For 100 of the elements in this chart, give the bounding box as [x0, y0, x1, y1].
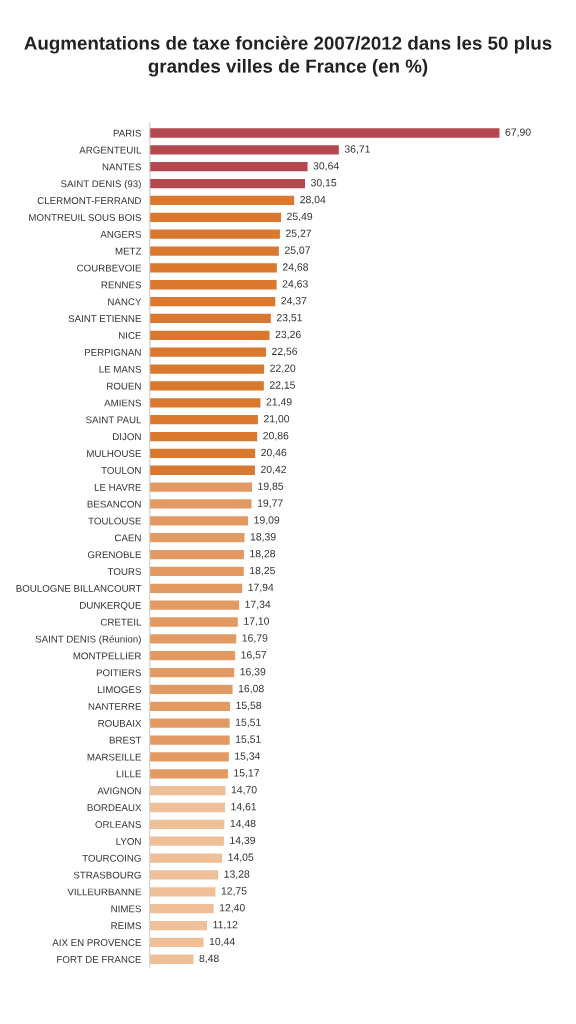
y-tick-label: NANCY [108, 298, 142, 306]
y-tick-label: MULHOUSE [87, 450, 142, 457]
data-label: 18,25 [250, 566, 275, 576]
data-label: 24,68 [282, 263, 309, 272]
y-tick-label: TOURS [107, 568, 141, 576]
data-label: 14,05 [228, 853, 254, 863]
bar [149, 330, 270, 340]
data-label: 25,49 [287, 212, 313, 222]
bar [149, 634, 237, 644]
bar [149, 617, 238, 627]
data-label: 15,34 [235, 752, 261, 761]
bar [149, 448, 256, 459]
data-label: 10,44 [209, 937, 235, 947]
bar [149, 718, 230, 728]
bar [149, 600, 240, 610]
data-label: 14,70 [231, 786, 257, 795]
data-label: 18,39 [250, 533, 276, 542]
y-tick-label: CRETEIL [100, 618, 142, 626]
y-tick-label: LE MANS [99, 365, 141, 373]
y-tick-label: SAINT ETIENNE [68, 315, 142, 323]
bar [149, 904, 214, 914]
y-tick-label: AIX EN PROVENCE [52, 939, 142, 947]
data-label: 19,77 [257, 499, 283, 508]
data-label: 17,34 [245, 600, 271, 610]
data-label: 19,09 [254, 516, 280, 525]
y-tick-label: NANTERRE [88, 703, 142, 710]
y-tick-label: RENNES [101, 281, 141, 289]
y-tick-label: DIJON [113, 433, 141, 441]
bar [149, 870, 219, 880]
bar [149, 263, 277, 273]
y-tick-label: SAINT DENIS (Réunion) [35, 635, 141, 645]
y-tick-label: LE HAVRE [94, 483, 142, 491]
data-label: 21,49 [266, 398, 292, 407]
bar [149, 347, 266, 357]
y-tick-label: ORLEANS [95, 821, 141, 828]
y-tick-label: BREST [109, 736, 142, 744]
y-tick-label: ANGERS [100, 230, 141, 238]
data-label: 15,51 [235, 718, 261, 728]
data-label: 36,71 [344, 145, 370, 154]
data-label: 8,48 [199, 954, 219, 964]
bar [149, 516, 249, 526]
bar [149, 566, 244, 577]
y-tick-label: MONTREUIL SOUS BOIS [29, 214, 141, 221]
y-tick-label: COURBEVOIE [77, 264, 142, 272]
bar [149, 280, 277, 290]
y-tick-label: FORT DE FRANCE [57, 955, 142, 963]
y-tick-label: POITIERS [96, 669, 141, 677]
y-tick-label: TOURCOING [82, 854, 141, 862]
y-tick-label: MONTPELLIER [73, 652, 141, 660]
y-tick-label: LIMOGES [97, 686, 141, 694]
data-label: 22,56 [272, 347, 298, 357]
y-tick-label: CLERMONT-FERRAND [37, 197, 141, 205]
data-label: 16,79 [242, 634, 268, 643]
y-tick-label: VILLEURBANNE [67, 888, 142, 896]
bar [149, 229, 280, 239]
data-label: 20,46 [261, 448, 287, 458]
bar [149, 128, 500, 138]
bar [149, 701, 230, 711]
y-tick-label: BESANCON [87, 500, 141, 508]
data-label: 17,10 [244, 617, 270, 627]
bar [149, 549, 244, 560]
y-tick-label: NANTES [102, 163, 141, 171]
y-tick-label: LYON [116, 837, 141, 845]
bar [149, 313, 271, 324]
data-label: 16,39 [240, 668, 266, 677]
y-tick-label: NICE [119, 332, 142, 339]
bar [149, 819, 225, 829]
y-tick-label: ROUEN [107, 382, 141, 390]
bar [149, 178, 306, 189]
bar [149, 246, 279, 256]
data-label: 13,28 [224, 870, 250, 879]
data-label: 14,39 [230, 836, 255, 846]
bar [149, 684, 233, 695]
data-label: 12,75 [221, 887, 247, 896]
bar [149, 769, 228, 779]
data-label: 18,28 [250, 549, 276, 559]
y-tick-label: TOULON [101, 466, 141, 474]
data-label: 19,85 [258, 482, 284, 492]
bar [149, 195, 295, 206]
bar [149, 499, 252, 509]
data-label: 15,51 [235, 735, 261, 745]
data-label: 15,17 [234, 769, 259, 778]
y-tick-label: ARGENTEUIL [79, 146, 142, 154]
y-tick-label: CAEN [114, 534, 141, 542]
data-label: 15,58 [236, 701, 262, 711]
data-label: 14,61 [231, 802, 257, 812]
bar [149, 735, 230, 745]
bar [149, 381, 264, 391]
bar [149, 431, 258, 442]
y-tick-label: PERPIGNAN [84, 348, 141, 356]
data-label: 21,00 [264, 415, 290, 424]
bar [149, 583, 243, 593]
y-tick-label: MARSEILLE [87, 753, 142, 761]
bar [149, 836, 224, 846]
bar [149, 145, 339, 155]
y-tick-label: AVIGNON [97, 787, 141, 795]
data-label: 17,94 [248, 583, 274, 593]
bar [149, 465, 255, 475]
bar [149, 364, 265, 374]
bar [149, 398, 261, 408]
